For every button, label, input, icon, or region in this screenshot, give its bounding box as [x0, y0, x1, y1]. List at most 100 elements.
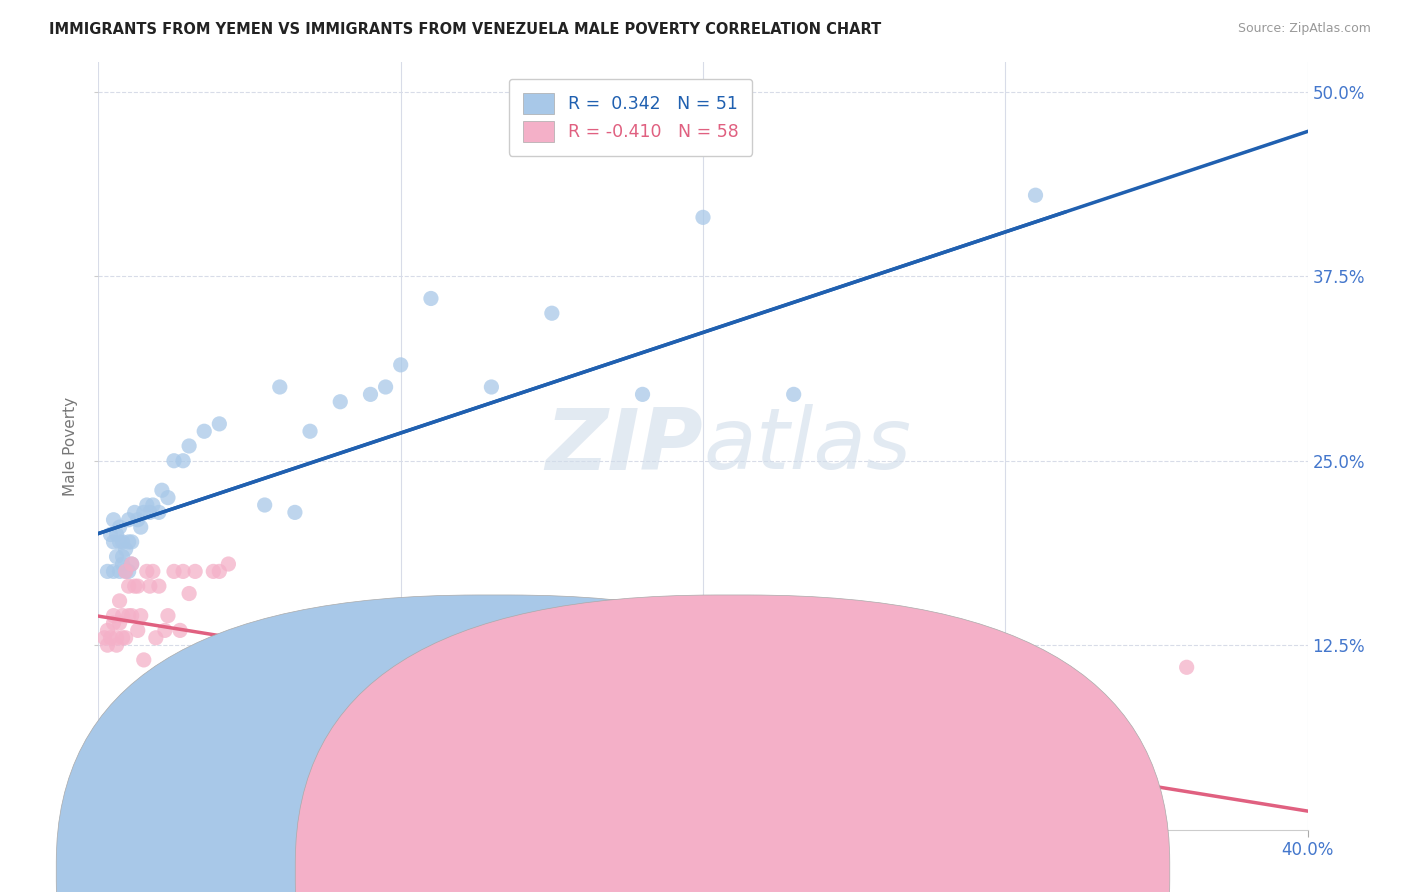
- Point: [172, 454, 194, 468]
- Point: [132, 505, 155, 519]
- Point: [103, 513, 125, 527]
- Point: [269, 380, 291, 394]
- Point: [148, 505, 170, 519]
- Text: IMMIGRANTS FROM YEMEN VS IMMIGRANTS FROM VENEZUELA MALE POVERTY CORRELATION CHAR: IMMIGRANTS FROM YEMEN VS IMMIGRANTS FROM…: [49, 22, 882, 37]
- Point: [150, 483, 173, 498]
- Point: [239, 675, 262, 690]
- Point: [114, 542, 136, 557]
- Point: [139, 579, 162, 593]
- Y-axis label: Male Poverty: Male Poverty: [63, 396, 79, 496]
- Point: [108, 594, 131, 608]
- Point: [135, 498, 157, 512]
- Point: [360, 712, 382, 726]
- Point: [571, 653, 593, 667]
- Point: [571, 734, 593, 748]
- Point: [135, 565, 157, 579]
- Point: [108, 520, 131, 534]
- Point: [108, 615, 131, 630]
- Point: [299, 690, 322, 704]
- Text: Immigrants from Yemen: Immigrants from Yemen: [534, 861, 718, 875]
- Point: [121, 557, 143, 571]
- Point: [360, 387, 382, 401]
- Point: [284, 697, 307, 711]
- Point: [208, 417, 231, 431]
- Point: [163, 454, 186, 468]
- Point: [103, 535, 125, 549]
- Point: [193, 653, 215, 667]
- Point: [118, 513, 141, 527]
- Point: [105, 549, 128, 564]
- Point: [224, 682, 246, 697]
- Text: Source: ZipAtlas.com: Source: ZipAtlas.com: [1237, 22, 1371, 36]
- Point: [105, 631, 128, 645]
- Point: [105, 638, 128, 652]
- Point: [783, 741, 806, 756]
- Point: [103, 615, 125, 630]
- Point: [124, 505, 146, 519]
- Point: [540, 306, 562, 320]
- Point: [934, 771, 956, 785]
- Point: [129, 520, 152, 534]
- Point: [111, 549, 134, 564]
- Text: Immigrants from Venezuela: Immigrants from Venezuela: [773, 861, 986, 875]
- Point: [124, 579, 146, 593]
- Point: [118, 579, 141, 593]
- Point: [217, 557, 239, 571]
- Point: [111, 557, 134, 571]
- Point: [179, 586, 201, 600]
- Point: [179, 439, 201, 453]
- Point: [100, 631, 122, 645]
- Point: [208, 565, 231, 579]
- Text: ZIP: ZIP: [546, 404, 703, 488]
- Legend: R =  0.342   N = 51, R = -0.410   N = 58: R = 0.342 N = 51, R = -0.410 N = 58: [509, 78, 752, 156]
- Point: [389, 705, 412, 719]
- Point: [127, 513, 149, 527]
- Point: [374, 380, 396, 394]
- Point: [127, 624, 149, 638]
- Point: [103, 608, 125, 623]
- Point: [269, 697, 291, 711]
- Point: [96, 565, 118, 579]
- Point: [96, 624, 118, 638]
- Point: [253, 690, 276, 704]
- Point: [481, 380, 503, 394]
- Point: [202, 565, 225, 579]
- Point: [142, 565, 165, 579]
- Point: [193, 424, 215, 438]
- Point: [263, 682, 285, 697]
- Point: [299, 424, 322, 438]
- Point: [692, 726, 714, 740]
- Point: [114, 565, 136, 579]
- Point: [156, 608, 179, 623]
- Point: [1024, 188, 1046, 202]
- Point: [145, 631, 167, 645]
- Point: [111, 608, 134, 623]
- Point: [153, 624, 176, 638]
- Point: [163, 565, 186, 579]
- Point: [121, 535, 143, 549]
- Point: [139, 505, 162, 519]
- Point: [118, 608, 141, 623]
- Point: [93, 631, 115, 645]
- Point: [148, 579, 170, 593]
- Point: [156, 491, 179, 505]
- Point: [232, 697, 254, 711]
- Point: [108, 565, 131, 579]
- Point: [132, 653, 155, 667]
- Point: [127, 579, 149, 593]
- Point: [184, 565, 207, 579]
- Point: [142, 498, 165, 512]
- Point: [121, 557, 143, 571]
- Point: [329, 726, 352, 740]
- Point: [172, 565, 194, 579]
- Point: [118, 535, 141, 549]
- Point: [1175, 660, 1198, 674]
- Point: [111, 631, 134, 645]
- Point: [169, 624, 191, 638]
- Point: [100, 527, 122, 541]
- Point: [111, 535, 134, 549]
- Point: [420, 705, 443, 719]
- Point: [783, 387, 806, 401]
- Text: atlas: atlas: [703, 404, 911, 488]
- Point: [253, 498, 276, 512]
